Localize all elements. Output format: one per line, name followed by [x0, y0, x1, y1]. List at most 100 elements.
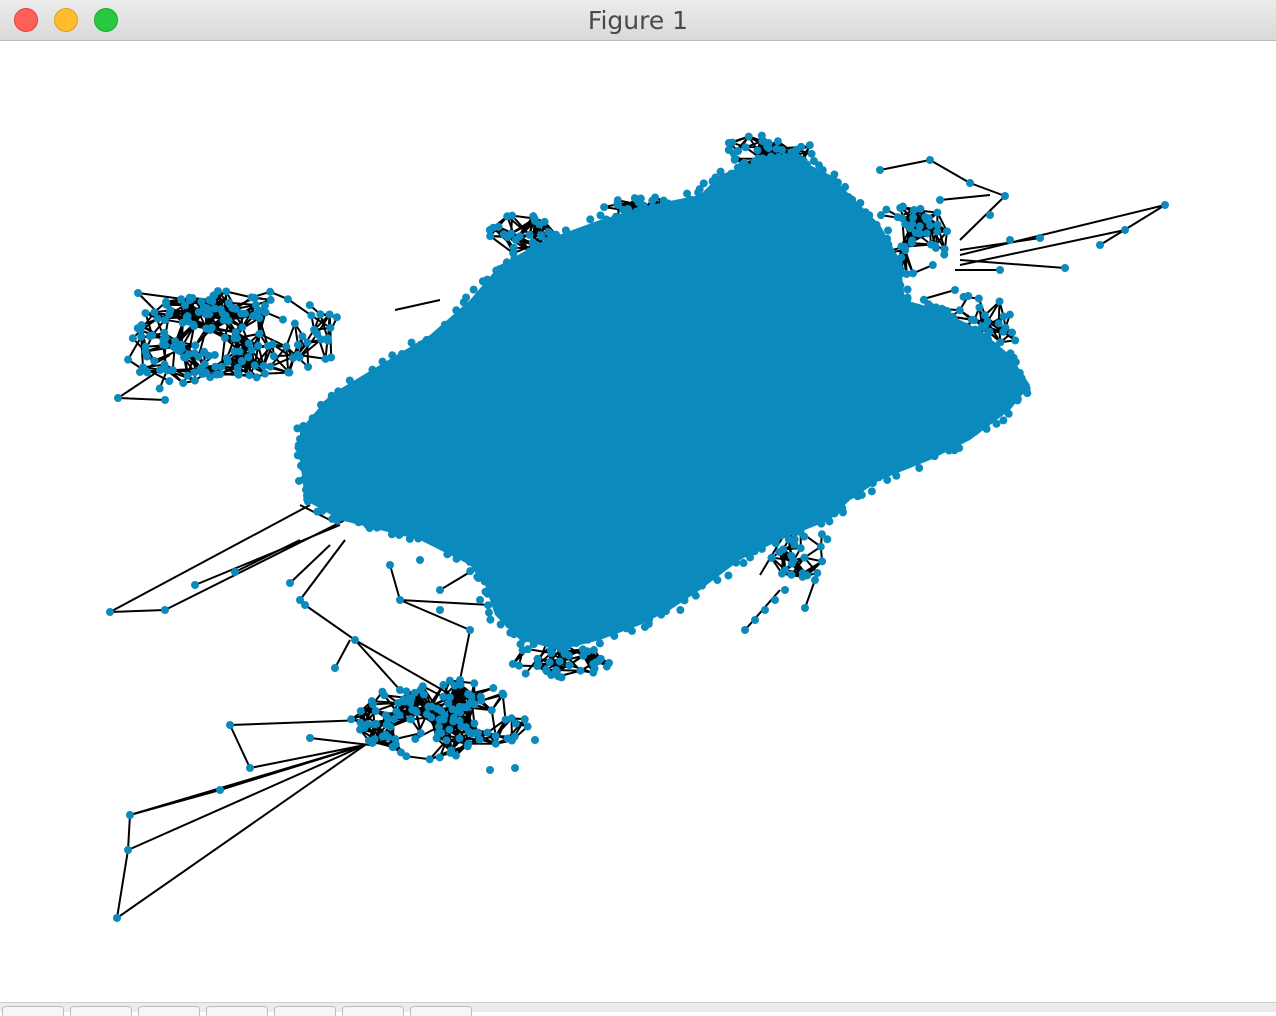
back-button[interactable]: [70, 1006, 132, 1016]
graph-node: [106, 608, 114, 616]
graph-node: [999, 416, 1007, 424]
graph-node: [301, 601, 309, 609]
graph-node: [368, 697, 376, 705]
graph-node: [434, 729, 442, 737]
figure-canvas[interactable]: [0, 41, 1276, 1002]
graph-node: [761, 606, 769, 614]
graph-node: [788, 560, 796, 568]
graph-node: [897, 265, 905, 273]
graph-node: [831, 508, 839, 516]
graph-node: [380, 691, 388, 699]
graph-node: [445, 726, 453, 734]
graph-node: [884, 226, 892, 234]
graph-node: [778, 570, 786, 578]
graph-node: [161, 396, 169, 404]
graph-node: [436, 329, 444, 337]
graph-node: [584, 647, 592, 655]
graph-node: [541, 218, 549, 226]
graph-node: [975, 303, 983, 311]
graph-edge: [310, 738, 370, 745]
graph-node: [484, 601, 492, 609]
home-button[interactable]: [2, 1006, 64, 1016]
graph-node: [483, 729, 491, 737]
graph-node: [266, 288, 274, 296]
graph-node: [253, 373, 261, 381]
graph-node: [392, 707, 400, 715]
graph-node: [927, 333, 935, 341]
graph-node: [794, 154, 802, 162]
graph-node: [315, 424, 323, 432]
graph-node: [526, 231, 534, 239]
graph-node: [411, 735, 419, 743]
graph-node: [982, 361, 990, 369]
graph-node: [868, 487, 876, 495]
graph-node: [903, 295, 911, 303]
graph-node: [839, 508, 847, 516]
graph-node: [731, 156, 739, 164]
graph-node: [309, 414, 317, 422]
graph-node: [526, 248, 534, 256]
graph-node: [373, 524, 381, 532]
graph-node: [700, 179, 708, 187]
graph-node: [556, 657, 564, 665]
graph-node: [354, 434, 362, 442]
graph-node: [996, 297, 1004, 305]
graph-node: [150, 308, 158, 316]
graph-node: [572, 639, 580, 647]
graph-node: [923, 229, 931, 237]
graph-edge: [118, 398, 165, 400]
graph-node: [392, 740, 400, 748]
graph-node: [916, 205, 924, 213]
forward-button[interactable]: [138, 1006, 200, 1016]
pan-button[interactable]: [206, 1006, 268, 1016]
graph-node: [962, 322, 970, 330]
graph-node: [877, 211, 885, 219]
graph-node: [165, 377, 173, 385]
graph-node: [443, 550, 451, 558]
graph-node: [142, 343, 150, 351]
graph-node: [406, 715, 414, 723]
graph-node: [165, 310, 173, 318]
graph-node: [986, 211, 994, 219]
graph-node: [156, 385, 164, 393]
graph-node: [764, 156, 772, 164]
graph-node: [771, 596, 779, 604]
graph-node: [1002, 324, 1010, 332]
configure-subplots-button[interactable]: [342, 1006, 404, 1016]
graph-node: [511, 764, 519, 772]
graph-node: [349, 424, 357, 432]
graph-node: [610, 632, 618, 640]
save-button[interactable]: [410, 1006, 472, 1016]
graph-node: [874, 250, 882, 258]
graph-node: [589, 669, 597, 677]
graph-node: [992, 420, 1000, 428]
graph-node: [143, 352, 151, 360]
graph-node: [565, 661, 573, 669]
graph-node: [226, 721, 234, 729]
graph-node: [502, 716, 510, 724]
graph-node: [301, 431, 309, 439]
zoom-button[interactable]: [274, 1006, 336, 1016]
graph-node: [576, 667, 584, 675]
graph-node: [408, 339, 416, 347]
graph-node: [436, 753, 444, 761]
graph-node: [253, 309, 261, 317]
graph-node: [763, 141, 771, 149]
graph-node: [251, 361, 259, 369]
graph-node: [289, 354, 297, 362]
graph-node: [542, 666, 550, 674]
graph-node: [384, 733, 392, 741]
graph-node: [956, 306, 964, 314]
graph-node: [443, 736, 451, 744]
graph-node: [245, 371, 253, 379]
graph-node: [960, 293, 968, 301]
graph-node: [905, 459, 913, 467]
graph-node: [231, 568, 239, 576]
graph-edge: [117, 850, 128, 918]
graph-node: [161, 606, 169, 614]
graph-node: [382, 711, 390, 719]
graph-node: [346, 376, 354, 384]
graph-node: [904, 286, 912, 294]
graph-node: [725, 139, 733, 147]
graph-node: [441, 541, 449, 549]
